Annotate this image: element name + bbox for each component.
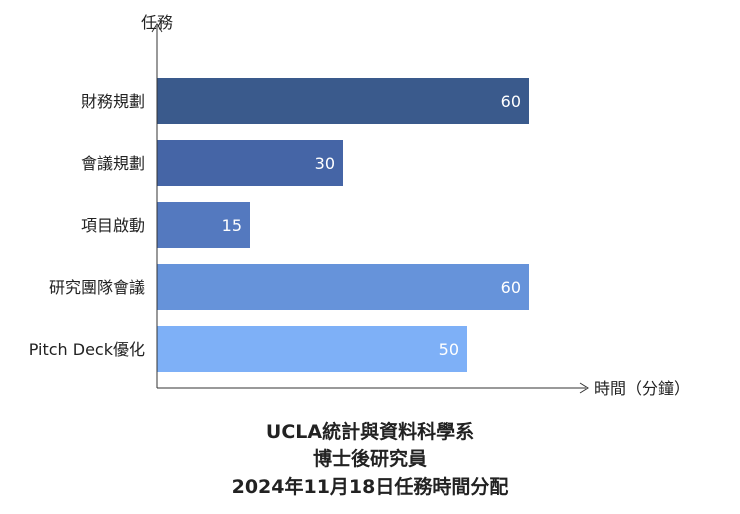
category-label-4: Pitch Deck優化 [29,340,145,359]
bar-4 [157,326,467,372]
chart-title-line-3: 2024年11月18日任務時間分配 [232,475,509,498]
x-axis-title: 時間（分鐘） [594,379,690,398]
value-label-4: 50 [439,340,459,359]
bar-2 [157,202,250,248]
bar-3 [157,264,529,310]
category-label-3: 研究團隊會議 [49,278,145,297]
value-label-0: 60 [501,92,521,111]
bar-1 [157,140,343,186]
bars-group [157,78,529,372]
value-label-1: 30 [315,154,335,173]
category-label-1: 會議規劃 [81,154,145,173]
value-labels: 60 30 15 60 50 [222,92,521,359]
value-label-3: 60 [501,278,521,297]
chart-title-line-1: UCLA統計與資料科學系 [266,420,474,443]
x-axis-arrow [579,382,589,394]
value-label-2: 15 [222,216,242,235]
category-label-2: 項目啟動 [81,216,145,235]
chart-title-line-2: 博士後研究員 [313,447,427,470]
y-axis-arrow [151,23,163,33]
bar-0 [157,78,529,124]
y-axis-title: 任務 [141,13,173,32]
category-label-0: 財務規劃 [81,92,145,111]
